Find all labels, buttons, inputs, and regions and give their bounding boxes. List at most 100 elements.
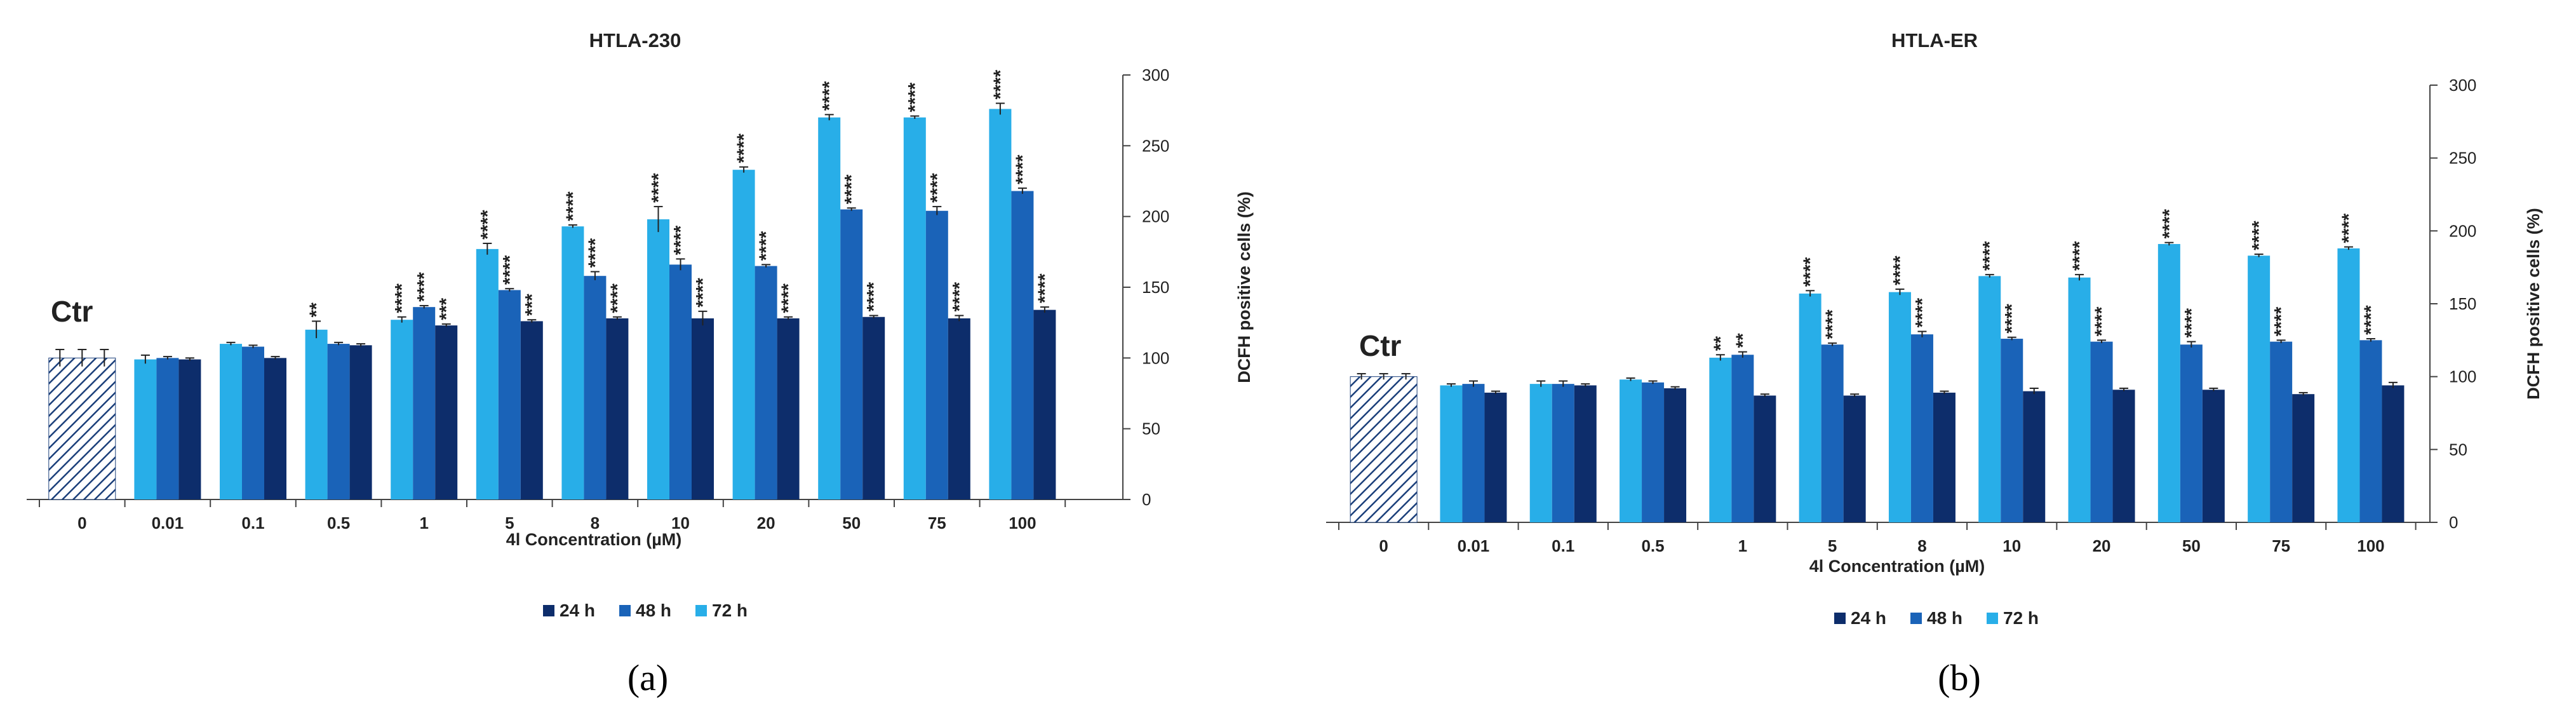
x-tick-label: 100	[2357, 536, 2384, 555]
significance-stars: ****	[2338, 214, 2359, 243]
bar-24h	[948, 318, 970, 499]
y-tick-label: 50	[2449, 440, 2467, 459]
significance-stars: ****	[499, 255, 520, 285]
bar-48h	[669, 264, 692, 499]
bar-72h	[1799, 293, 1821, 522]
x-tick-label: 50	[2182, 536, 2201, 555]
significance-stars: ****	[477, 210, 498, 240]
significance-stars: ****	[2159, 209, 2180, 239]
significance-stars: ****	[607, 283, 628, 313]
bar-48h	[1821, 344, 1844, 522]
y-tick-label: 0	[1142, 490, 1151, 509]
bar-72h	[818, 117, 841, 500]
bar-24h	[1664, 388, 1687, 522]
bar-48h	[755, 266, 777, 499]
significance-stars: ***	[521, 294, 542, 316]
y-tick-label: 200	[2449, 221, 2476, 240]
control-bar	[48, 357, 116, 500]
significance-stars: **	[1710, 336, 1731, 351]
y-tick-label: 300	[2449, 76, 2476, 95]
legend-label: 72 h	[2003, 608, 2039, 628]
significance-stars: ****	[392, 283, 413, 313]
bar-24h	[2023, 391, 2046, 522]
bar-72h	[220, 344, 242, 499]
bar-48h	[584, 276, 607, 499]
significance-stars: ****	[2271, 306, 2292, 336]
y-tick-label: 200	[1142, 207, 1169, 226]
bar-24h	[862, 316, 885, 499]
bar-24h	[1754, 395, 1776, 522]
bar-48h	[1731, 355, 1754, 522]
y-tick-label: 150	[2449, 294, 2476, 313]
significance-stars: ****	[693, 278, 714, 308]
bar-48h	[840, 209, 863, 499]
bar-24h	[1484, 392, 1507, 522]
bar-24h	[777, 318, 800, 499]
bar-72h	[1529, 384, 1552, 522]
significance-stars: ****	[671, 225, 692, 255]
legend-swatch	[619, 605, 631, 616]
legend-label: 24 h	[560, 601, 595, 620]
y-tick-label: 0	[2449, 513, 2458, 532]
x-tick-label: 0.5	[327, 513, 350, 533]
legend-label: 48 h	[1927, 608, 1962, 628]
legend-swatch	[1834, 613, 1846, 624]
x-tick-label: 0	[77, 513, 86, 533]
x-axis-label: 4l Concentration (µM)	[506, 530, 682, 549]
bar-24h	[520, 321, 543, 499]
significance-stars: ****	[734, 133, 755, 163]
x-tick-label: 75	[2272, 536, 2290, 555]
bar-48h	[1552, 384, 1574, 522]
significance-stars: ****	[990, 70, 1011, 100]
significance-stars: ****	[778, 283, 799, 313]
bar-48h	[2001, 339, 2023, 522]
bar-72h	[134, 359, 157, 499]
x-tick-label: 10	[671, 513, 690, 533]
significance-stars: ****	[927, 173, 948, 203]
control-bar	[1350, 376, 1418, 523]
bar-24h	[606, 318, 629, 499]
bar-24h	[2292, 394, 2315, 522]
significance-stars: ****	[819, 81, 840, 111]
legend-swatch	[1910, 613, 1922, 624]
control-label: Ctr	[51, 295, 93, 328]
significance-stars: ****	[563, 191, 584, 221]
x-tick-label: 10	[2002, 536, 2021, 555]
significance-stars: ***	[436, 298, 457, 320]
chart-title: HTLA-230	[589, 29, 681, 51]
bar-72h	[1978, 276, 2001, 522]
x-tick-label: 50	[842, 513, 861, 533]
y-tick-label: 100	[1142, 348, 1169, 367]
bar-48h	[2359, 340, 2382, 522]
y-tick-label: 250	[1142, 136, 1169, 155]
bar-72h	[1620, 379, 1642, 522]
significance-stars: ****	[1012, 154, 1033, 184]
significance-stars: ****	[2181, 308, 2202, 338]
bar-48h	[327, 344, 350, 499]
bar-72h	[2248, 255, 2271, 522]
x-tick-label: 20	[2093, 536, 2111, 555]
bar-24h	[1843, 395, 1866, 522]
bar-72h	[647, 219, 669, 499]
bar-72h	[391, 320, 413, 499]
bar-24h	[1033, 309, 1056, 499]
bar-72h	[2068, 277, 2091, 522]
bar-72h	[2337, 248, 2360, 522]
bar-24h	[1574, 385, 1597, 522]
chart-title: HTLA-ER	[1891, 29, 1978, 51]
significance-stars: **	[1733, 333, 1754, 348]
significance-stars: ****	[585, 238, 606, 268]
x-tick-label: 0.01	[1458, 536, 1490, 555]
bar-72h	[2157, 243, 2180, 522]
y-tick-label: 100	[2449, 367, 2476, 386]
x-tick-label: 0.01	[152, 513, 184, 533]
bar-72h	[1709, 357, 1732, 522]
bar-48h	[498, 290, 521, 499]
y-tick-label: 50	[1142, 419, 1160, 438]
bar-48h	[2180, 344, 2203, 522]
bar-72h	[989, 109, 1012, 499]
significance-stars: ****	[1800, 257, 1821, 287]
significance-stars: ****	[2361, 305, 2382, 335]
